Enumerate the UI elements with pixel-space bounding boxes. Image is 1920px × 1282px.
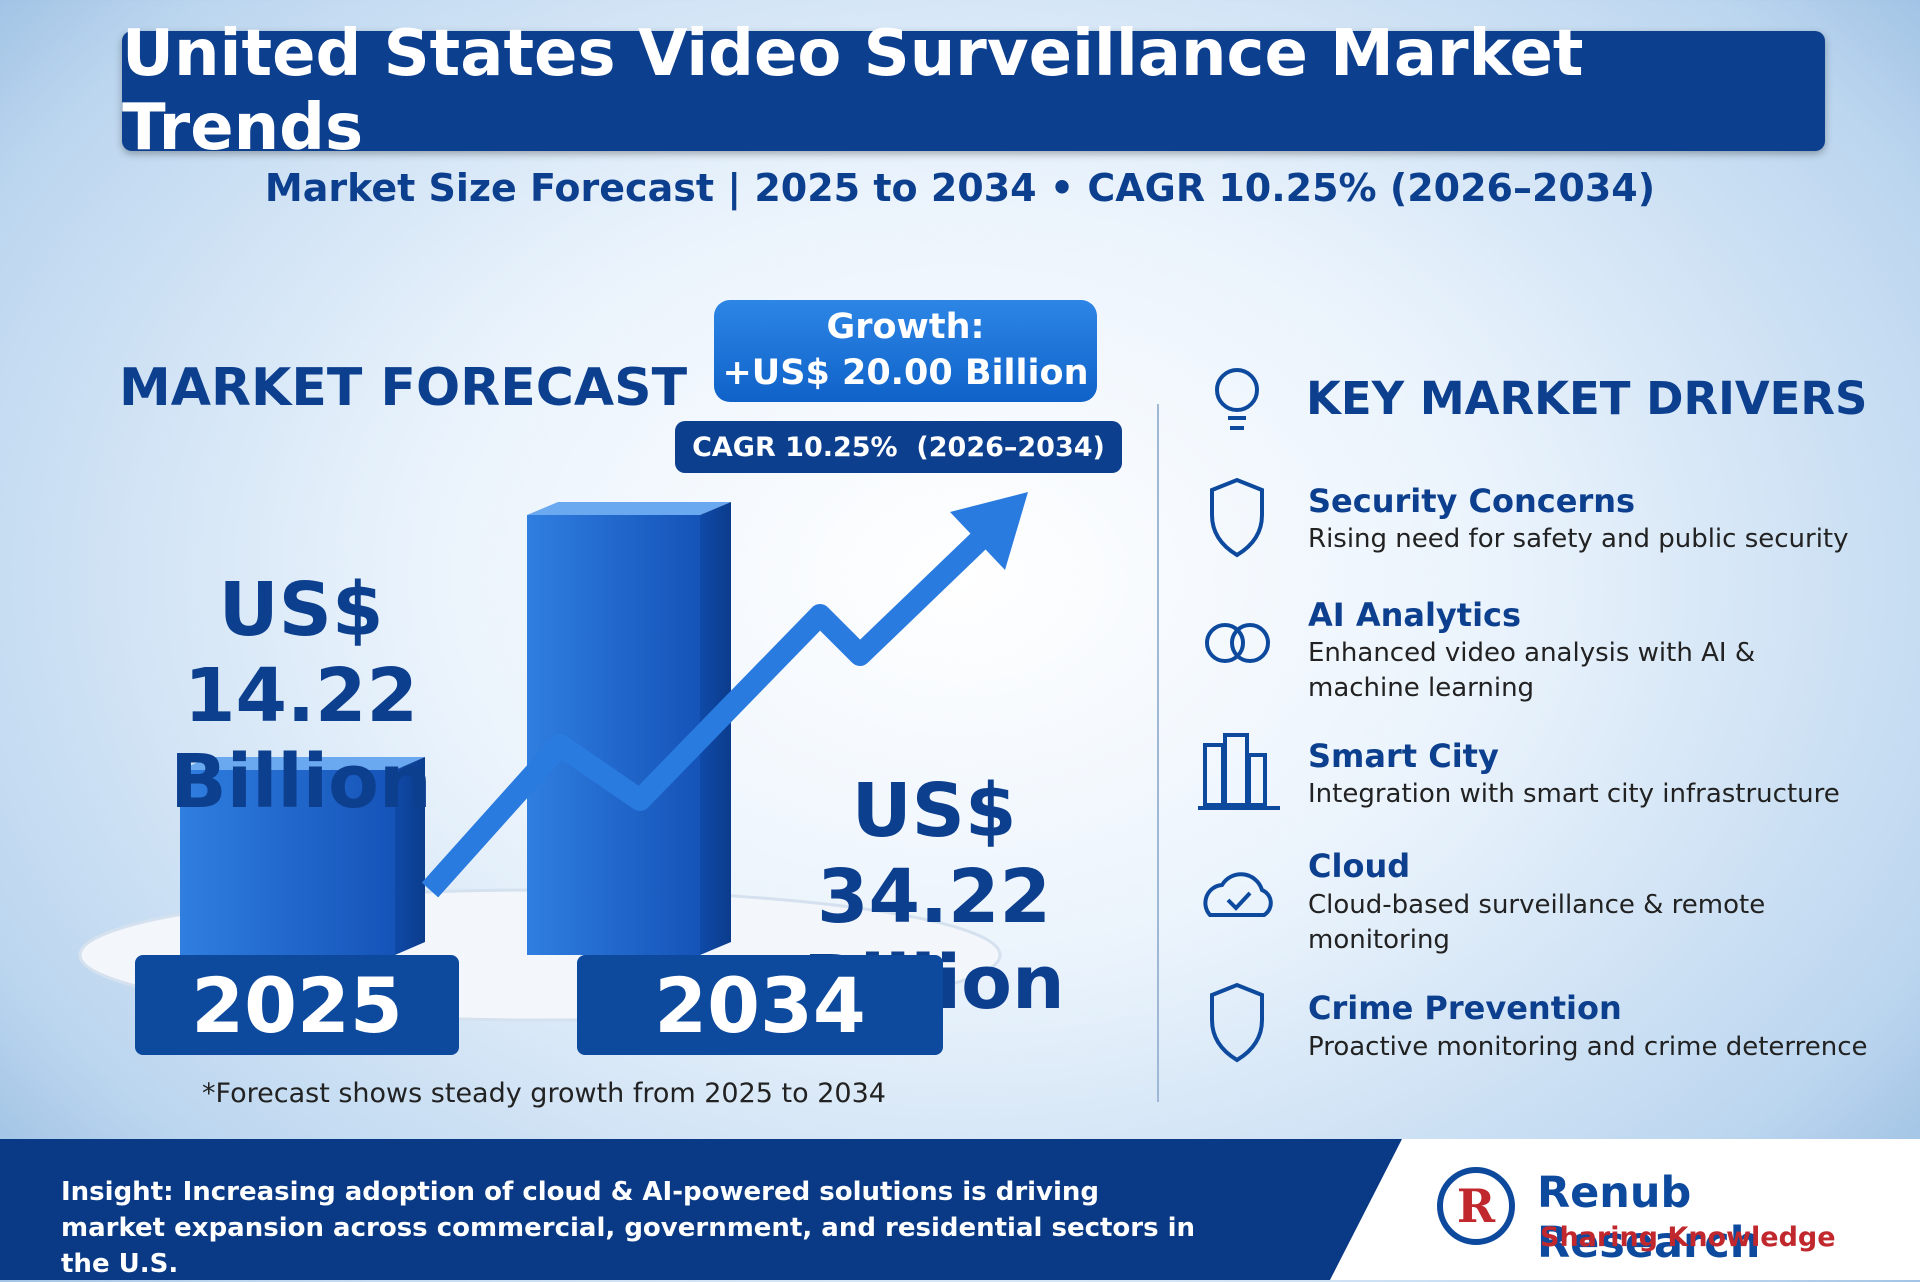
cagr-text: CAGR 10.25% (2026–2034) [692,431,1105,463]
insight: Insight: Increasing adoption of cloud & … [61,1177,1196,1279]
growth-label: Growth: [826,307,985,347]
note: *Forecast shows steady growth from 2025 … [202,1078,886,1109]
start-unit: Billion [170,739,432,825]
end-year: 2034 [577,955,943,1055]
section-heading: MARKET FORECAST [119,358,688,418]
driver-title: Cloud [1308,847,1411,885]
end-value: US$ 34.22 [816,768,1052,940]
driver-text: Enhanced video analysis with AI & machin… [1308,638,1756,703]
start-year: 2025 [135,955,459,1055]
driver-text: Integration with smart city infrastructu… [1308,779,1840,809]
driver-title: Security Concerns [1308,482,1636,520]
driver-text: Proactive monitoring and crime deterrenc… [1308,1032,1868,1062]
brand: Renub Research [1537,1168,1761,1268]
start-size: US$ 14.22 Billion [91,567,511,825]
svg-text:R: R [1457,1179,1496,1233]
driver-text: Cloud-based surveillance & remote monito… [1308,890,1766,955]
subtitle: Market Size Forecast | 2025 to 2034 • CA… [264,166,1656,210]
growth-value: +US$ 20.00 Billion [722,353,1089,393]
growth-box: Growth: +US$ 20.00 Billion [714,300,1097,402]
tagline: Sharing Knowledge [1540,1222,1836,1253]
section-heading: KEY MARKET DRIVERS [1306,372,1868,425]
driver-text: Rising need for safety and public securi… [1308,524,1849,554]
driver-title: AI Analytics [1308,596,1522,634]
start-value: US$ 14.22 [183,567,419,739]
title: United States Video Surveillance Market … [122,17,1825,165]
driver-title: Crime Prevention [1308,989,1622,1027]
driver-title: Smart City [1308,737,1499,775]
cagr-pill: CAGR 10.25% (2026–2034) [675,421,1122,473]
